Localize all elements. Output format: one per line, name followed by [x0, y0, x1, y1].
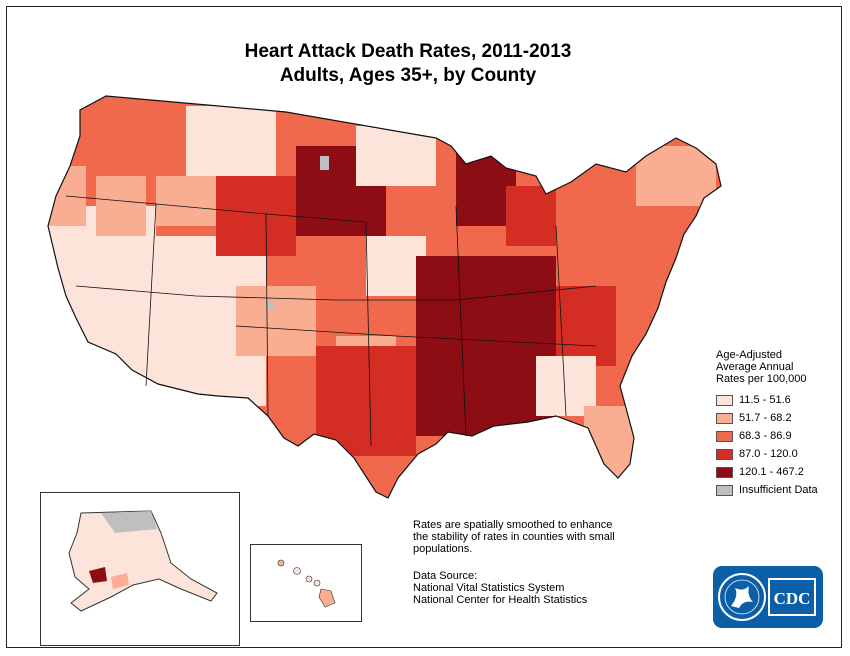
map-title: Heart Attack Death Rates, 2011-2013 Adul… — [0, 40, 816, 88]
legend: Age-Adjusted Average Annual Rates per 10… — [716, 349, 836, 499]
legend-item: Insufficient Data — [716, 481, 836, 499]
title-line-1: Heart Attack Death Rates, 2011-2013 — [244, 41, 572, 62]
county-fills — [48, 96, 721, 498]
legend-swatch — [716, 466, 733, 478]
legend-label: 120.1 - 467.2 — [739, 466, 804, 478]
legend-swatch — [716, 412, 733, 424]
title-line-2: Adults, Ages 35+, by County — [279, 65, 537, 86]
alaska-inset — [40, 492, 240, 646]
source-line: National Vital Statistics System — [413, 582, 565, 594]
note-line: populations. — [413, 543, 473, 555]
legend-title: Age-Adjusted Average Annual Rates per 10… — [716, 349, 836, 385]
legend-title-line: Average Annual — [716, 361, 794, 373]
hawaii-inset — [250, 544, 362, 622]
legend-title-line: Age-Adjusted — [716, 349, 783, 361]
legend-label: 11.5 - 51.6 — [739, 394, 791, 406]
legend-item: 11.5 - 51.6 — [716, 391, 836, 409]
source-heading: Data Source: — [413, 570, 478, 582]
legend-label: 68.3 - 86.9 — [739, 430, 792, 442]
cdc-logo: CDC — [713, 566, 823, 628]
legend-label: 87.0 - 120.0 — [739, 448, 798, 460]
us-county-map — [47, 95, 722, 499]
legend-swatch — [716, 448, 733, 460]
note-line: the stability of rates in counties with … — [413, 531, 615, 543]
legend-swatch — [716, 394, 733, 406]
state-boundaries — [65, 195, 597, 447]
legend-label: 51.7 - 68.2 — [739, 412, 792, 424]
legend-item: 120.1 - 467.2 — [716, 463, 836, 481]
legend-title-line: Rates per 100,000 — [716, 373, 807, 385]
note-line: Rates are spatially smoothed to enhance — [413, 519, 613, 531]
legend-item: 51.7 - 68.2 — [716, 409, 836, 427]
legend-label: Insufficient Data — [739, 484, 818, 496]
svg-text:CDC: CDC — [774, 589, 811, 608]
smoothing-note: Rates are spatially smoothed to enhance … — [413, 519, 643, 555]
data-source: Data Source: National Vital Statistics S… — [413, 570, 643, 606]
source-line: National Center for Health Statistics — [413, 594, 588, 606]
legend-swatch — [716, 484, 733, 496]
legend-swatch — [716, 430, 733, 442]
legend-item: 68.3 - 86.9 — [716, 427, 836, 445]
hhs-seal-icon: CDC — [718, 573, 816, 621]
legend-item: 87.0 - 120.0 — [716, 445, 836, 463]
